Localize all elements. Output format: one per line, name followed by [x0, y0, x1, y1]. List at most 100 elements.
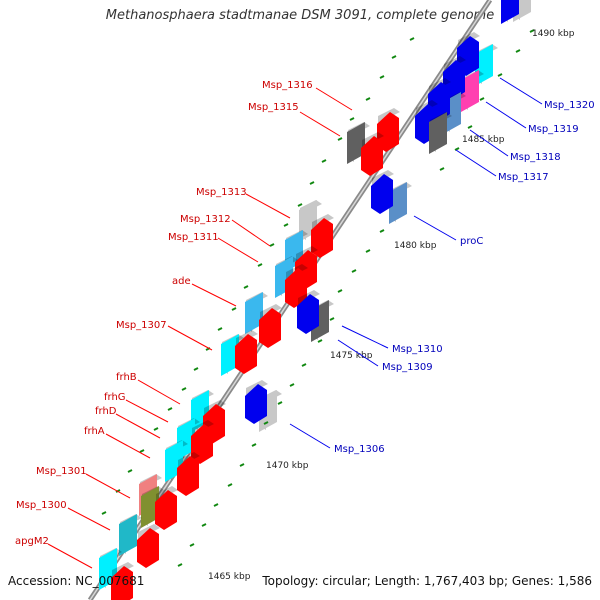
reverse-label-5: Msp_1310: [392, 344, 443, 355]
scale-tick-40: [193, 367, 199, 371]
forward-leader-9: [115, 413, 161, 439]
reverse-label-0: Msp_1320: [544, 100, 595, 111]
forward-leader-6: [167, 325, 213, 351]
scale-label-0: 1490 kbp: [532, 29, 575, 39]
forward-label-10: frhA: [84, 426, 105, 437]
gene-top-blue: [501, 0, 519, 24]
forward-label-6: Msp_1307: [116, 320, 167, 331]
forward-label-2: Msp_1313: [196, 187, 247, 198]
scale-tick-23: [177, 563, 183, 567]
forward-label-9: frhD: [95, 406, 117, 417]
scale-tick-26: [379, 75, 385, 79]
forward-label-8: frhG: [104, 392, 126, 403]
map-title: Methanosphaera stadtmanae DSM 3091, comp…: [105, 8, 495, 23]
forward-leader-4: [217, 237, 259, 263]
scale-tick-12: [317, 339, 323, 343]
scale-tick-34: [269, 243, 275, 247]
forward-leader-5: [191, 283, 237, 307]
gene-msp1307-cyan: [221, 334, 244, 376]
scale-tick-24: [409, 37, 415, 41]
gene-apgm2-red: [111, 562, 134, 600]
scale-tick-14: [289, 383, 295, 387]
scale-tick-6: [439, 167, 445, 171]
gene-msp1315: [361, 132, 384, 176]
gene-msp1300: [119, 514, 142, 556]
reverse-leader-5: [341, 325, 389, 349]
forward-label-1: Msp_1315: [248, 102, 299, 113]
forward-leader-2: [245, 193, 291, 219]
reverse-label-3: Msp_1317: [498, 172, 549, 183]
scale-tick-16: [263, 421, 269, 425]
scale-label-3: 1475 kbp: [330, 351, 373, 361]
gene-proc-rev: [371, 170, 394, 214]
forward-leader-11: [85, 473, 131, 499]
scale-tick-13: [301, 363, 307, 367]
genome-stats-label: Topology: circular; Length: 1,767,403 bp…: [262, 574, 592, 588]
forward-leader-13: [47, 543, 93, 569]
gene-msp1307-blue: [245, 292, 268, 334]
reverse-label-2: Msp_1318: [510, 152, 561, 163]
forward-label-13: apgM2: [15, 536, 49, 547]
scale-tick-41: [181, 387, 187, 391]
forward-leader-8: [125, 399, 169, 423]
scale-tick-37: [231, 307, 237, 311]
reverse-label-4: proC: [460, 236, 483, 247]
gene-msp1315-gray: [347, 122, 370, 164]
forward-leader-7: [137, 379, 181, 405]
scale-tick-22: [189, 543, 195, 547]
reverse-label-1: Msp_1319: [528, 124, 579, 135]
gene-proc: [389, 182, 412, 224]
forward-label-12: Msp_1300: [16, 500, 67, 511]
forward-leader-1: [299, 111, 341, 137]
reverse-leader-0: [499, 77, 543, 105]
reverse-leader-3: [455, 149, 497, 177]
reverse-leader-7: [289, 423, 331, 449]
scale-tick-8: [365, 249, 371, 253]
gene-msp1312: [311, 214, 334, 258]
scale-tick-47: [101, 511, 107, 515]
scale-label-2: 1480 kbp: [394, 241, 437, 251]
gene-msp1300-red: [137, 524, 160, 568]
forward-leader-12: [67, 507, 111, 531]
reverse-leader-4: [413, 215, 457, 241]
forward-label-4: Msp_1311: [168, 232, 219, 243]
gene-ade-2: [285, 264, 308, 308]
forward-label-3: Msp_1312: [180, 214, 231, 225]
reverse-leader-1: [485, 101, 527, 129]
scale-tick-38: [217, 327, 223, 331]
reverse-label-6: Msp_1309: [382, 362, 433, 373]
gene-msp1301-red: [155, 486, 178, 530]
forward-label-0: Msp_1316: [262, 80, 313, 91]
scale-tick-0: [529, 29, 535, 33]
scale-tick-19: [227, 483, 233, 487]
scale-tick-18: [239, 463, 245, 467]
scale-tick-32: [297, 203, 303, 207]
scale-tick-17: [251, 443, 257, 447]
scale-tick-29: [337, 137, 343, 141]
gene-msp1319: [461, 70, 484, 112]
scale-tick-3: [479, 97, 485, 101]
gene-msp1310-rev: [297, 290, 320, 334]
scale-tick-42: [167, 407, 173, 411]
scale-tick-4: [467, 125, 473, 129]
scale-label-4: 1470 kbp: [266, 461, 309, 471]
scale-label-1: 1485 kbp: [462, 135, 505, 145]
forward-leader-3: [231, 219, 271, 247]
forward-leader-0: [315, 87, 353, 111]
forward-label-7: frhB: [116, 372, 137, 383]
scale-tick-20: [213, 503, 219, 507]
gene-msp1320: [475, 44, 498, 86]
scale-tick-33: [283, 223, 289, 227]
scale-tick-10: [337, 289, 343, 293]
scale-tick-35: [257, 263, 263, 267]
scale-tick-9: [351, 269, 357, 273]
scale-tick-15: [277, 401, 283, 405]
gene-msp1307-b: [235, 330, 258, 374]
scale-tick-1: [515, 49, 521, 53]
accession-label: Accession: NC_007681: [8, 574, 145, 588]
scale-tick-25: [391, 55, 397, 59]
gene-msp1307: [259, 304, 282, 348]
reverse-label-7: Msp_1306: [334, 444, 385, 455]
forward-label-5: ade: [172, 276, 191, 287]
